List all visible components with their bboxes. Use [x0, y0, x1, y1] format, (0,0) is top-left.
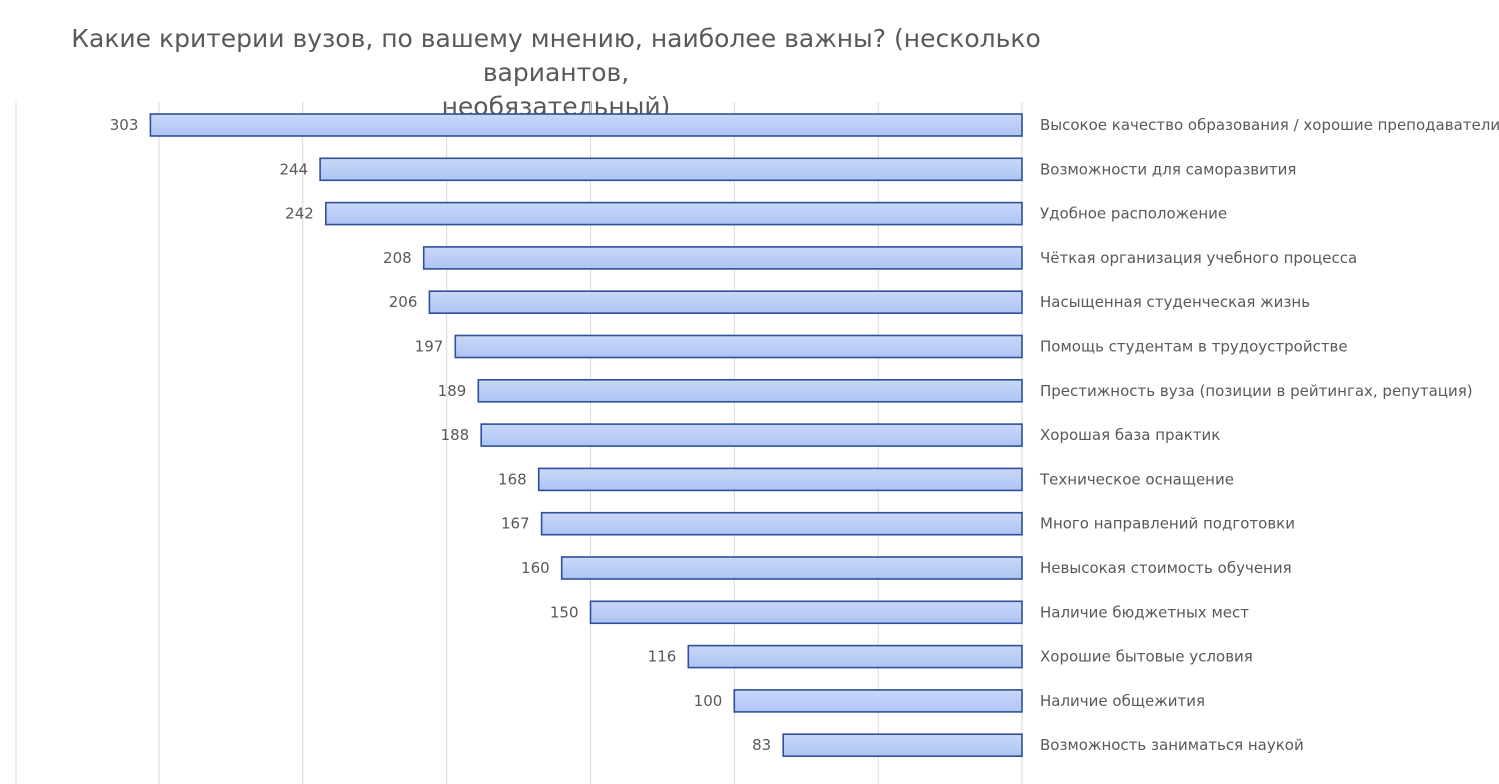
chart-title: Какие критерии вузов, по вашему мнению, …: [0, 22, 1112, 124]
category-label: Высокое качество образования / хорошие п…: [1040, 116, 1499, 134]
data-label: 244: [279, 160, 308, 178]
category-label: Наличие бюджетных мест: [1040, 603, 1249, 621]
category-label: Престижность вуза (позиции в рейтингах, …: [1040, 382, 1473, 400]
bar: [428, 290, 1023, 315]
data-label: 100: [694, 692, 723, 710]
bar: [540, 511, 1023, 536]
chart-title-line-1: Какие критерии вузов, по вашему мнению, …: [71, 24, 1041, 87]
data-label: 303: [110, 116, 139, 134]
data-labels: 303 244 242 208 206 197 189 188 168 167 160 150 116 1…: [110, 116, 771, 754]
data-label: 150: [550, 603, 579, 621]
bar: [589, 600, 1023, 625]
bar: [560, 556, 1023, 580]
category-label: Техническое оснащение: [1039, 470, 1234, 488]
data-label: 116: [648, 648, 677, 666]
data-label: 189: [438, 382, 467, 400]
data-label: 188: [441, 426, 470, 444]
bar: [477, 378, 1023, 403]
bar: [319, 157, 1023, 182]
bar: [324, 201, 1023, 226]
data-label: 167: [501, 515, 530, 533]
data-label: 242: [285, 205, 314, 223]
bars: [149, 113, 1023, 758]
data-label: 168: [498, 470, 527, 488]
category-label: Хорошие бытовые условия: [1040, 648, 1253, 666]
bar: [687, 644, 1023, 669]
category-label: Чёткая организация учебного процесса: [1040, 249, 1357, 267]
category-label: Хорошая база практик: [1040, 426, 1220, 444]
bar: [422, 246, 1023, 270]
data-label: 206: [389, 293, 418, 311]
bar: [782, 733, 1023, 758]
category-label: Удобное расположение: [1040, 205, 1227, 223]
bar: [480, 423, 1023, 447]
category-label: Возможность заниматься наукой: [1040, 736, 1304, 754]
category-label: Много направлений подготовки: [1040, 515, 1295, 533]
data-label: 208: [383, 249, 412, 267]
bar: [537, 467, 1023, 492]
bar: [149, 113, 1023, 137]
category-label: Наличие общежития: [1040, 692, 1205, 710]
bar: [733, 689, 1023, 713]
category-labels: Высокое качество образования / хорошие п…: [1039, 116, 1499, 754]
category-label: Насыщенная студенческая жизнь: [1040, 293, 1310, 311]
bar: [454, 334, 1023, 359]
data-label: 160: [521, 559, 550, 577]
category-label: Помощь студентам в трудоустройстве: [1040, 338, 1348, 356]
category-label: Возможности для саморазвития: [1040, 160, 1296, 178]
data-label: 83: [752, 736, 771, 754]
category-label: Невысокая стоимость обучения: [1040, 559, 1292, 577]
data-label: 197: [415, 338, 444, 356]
